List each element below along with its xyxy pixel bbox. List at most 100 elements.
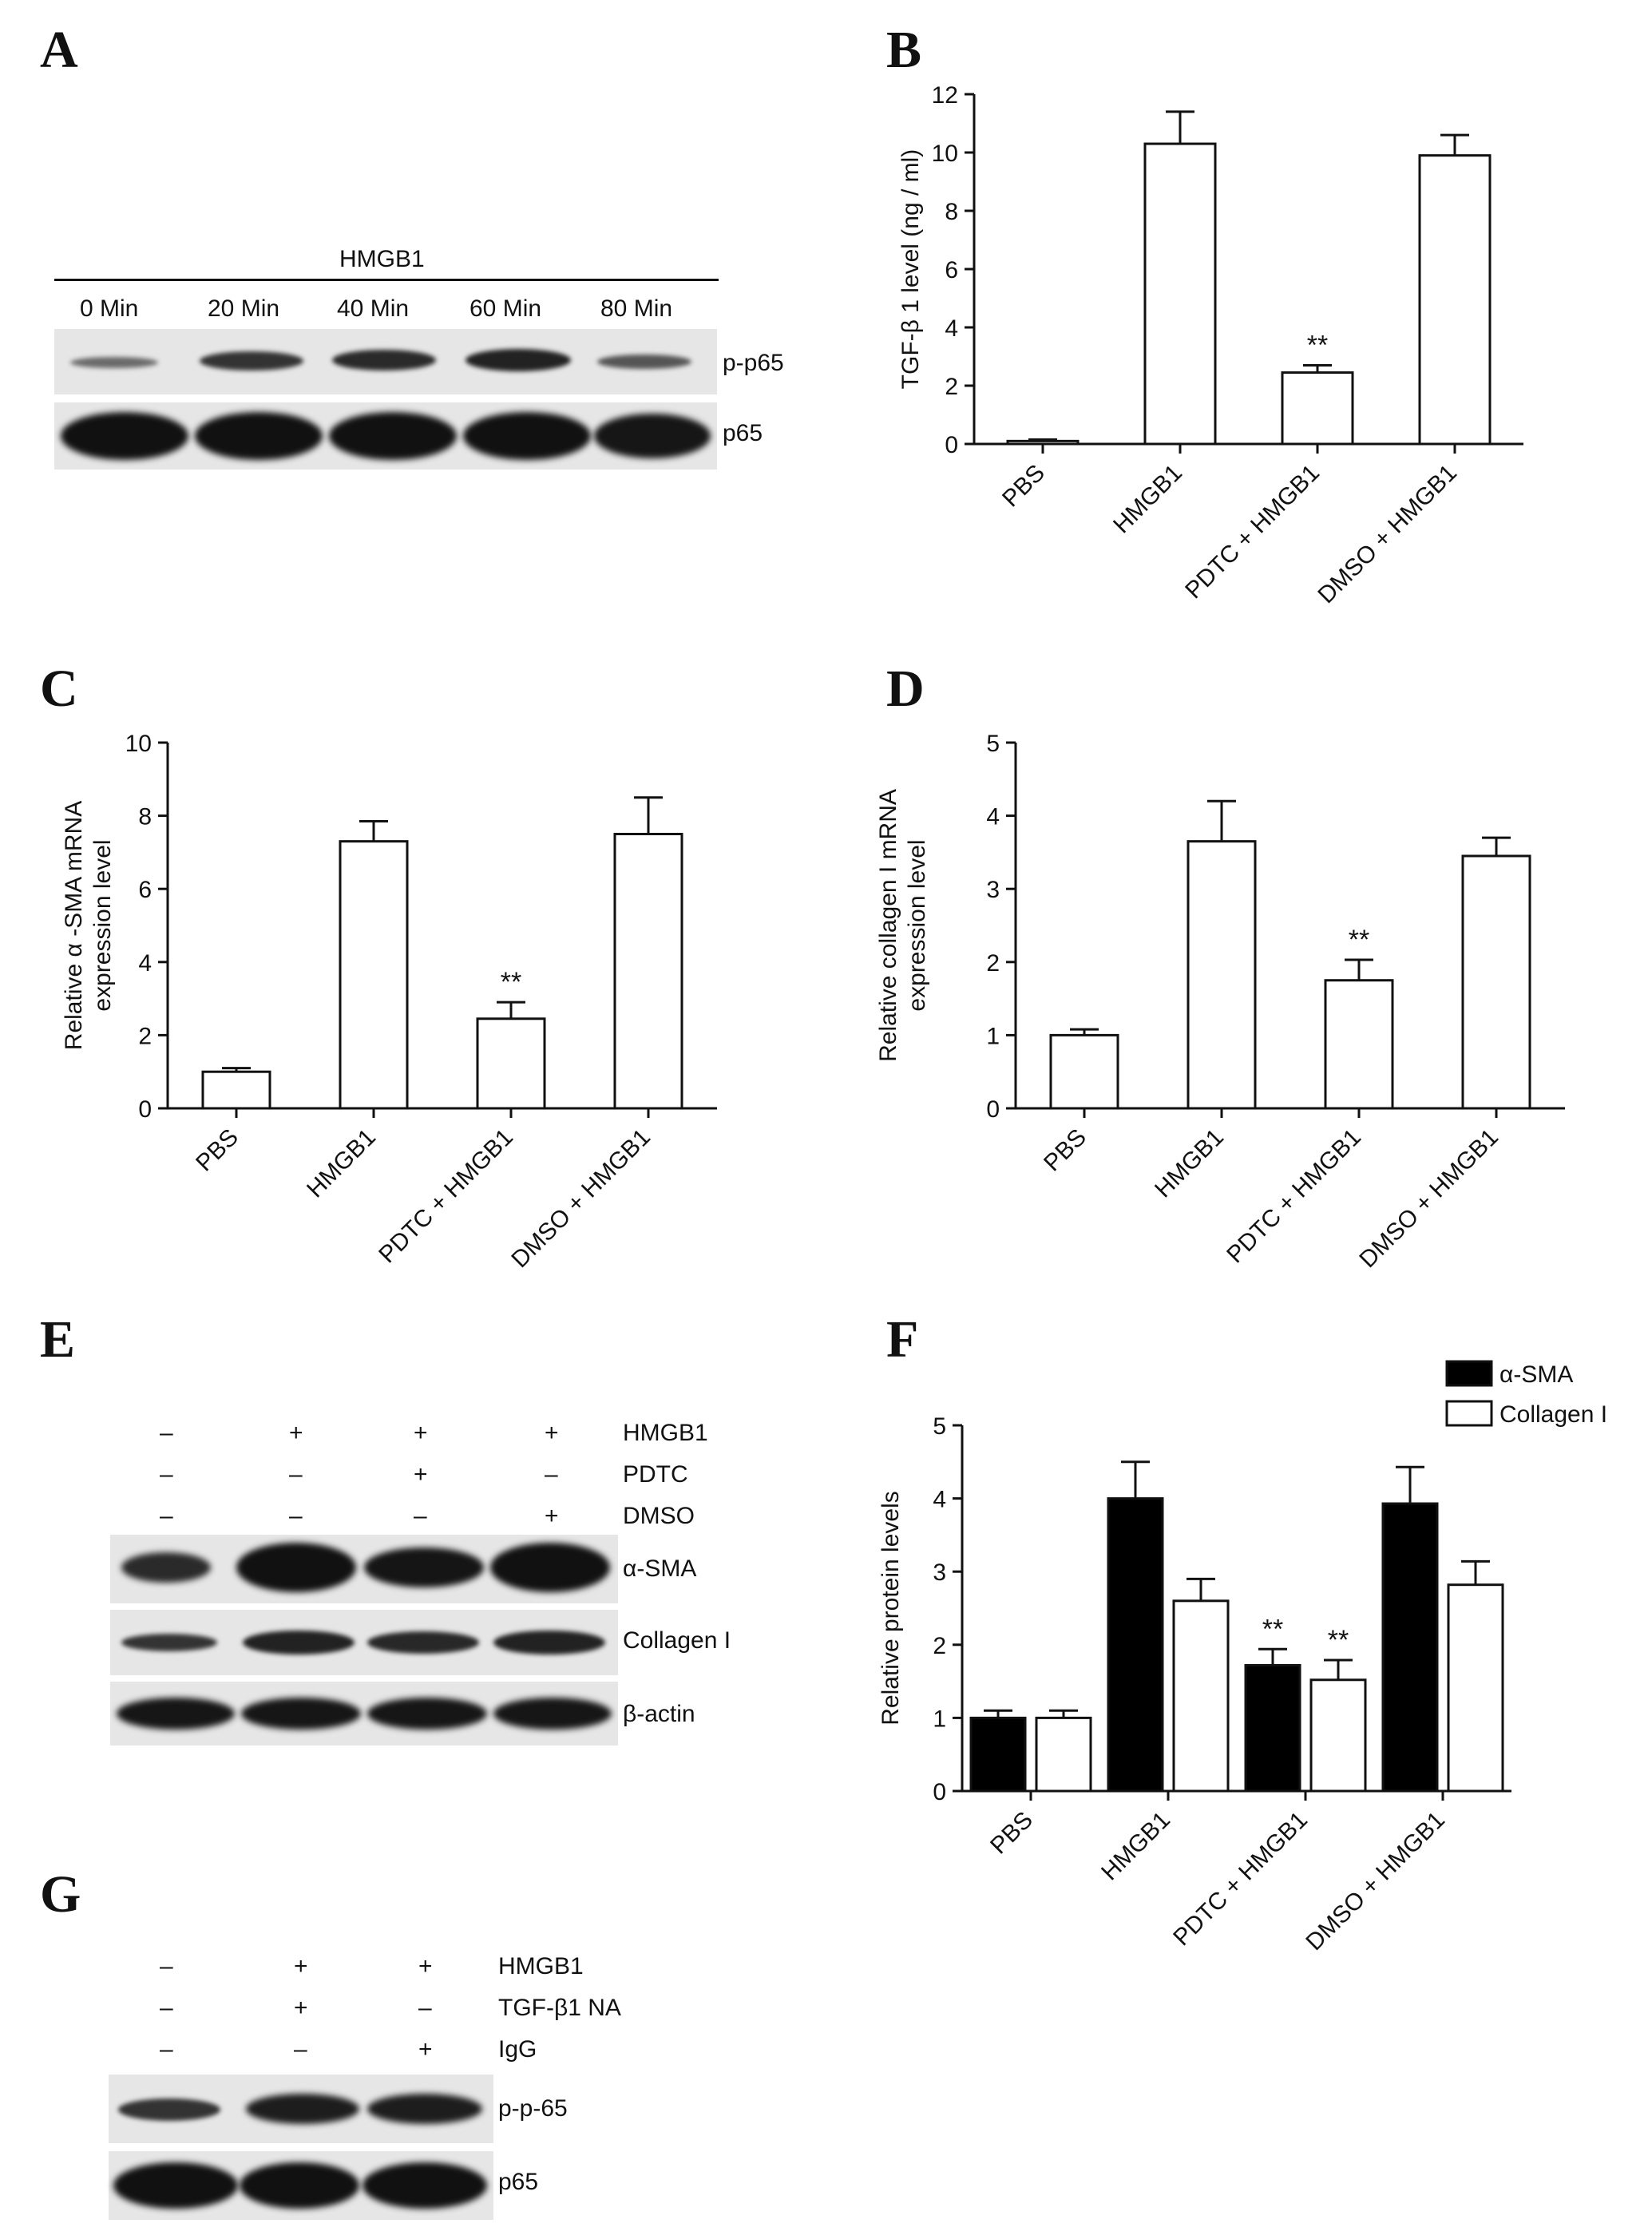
bar [1244, 1663, 1301, 1793]
time-label: 0 Min [80, 295, 139, 322]
x-tick-label: PDTC + HMGB1 [1222, 1124, 1366, 1269]
treatment-line [54, 279, 719, 281]
y-tick-label: 0 [986, 1096, 1000, 1123]
y-tick-label: 12 [932, 82, 958, 109]
y-tick-label: 10 [125, 731, 152, 757]
sign: – [160, 1461, 173, 1488]
x-tick-label: DMSO + HMGB1 [506, 1124, 656, 1274]
blot-strip-p-p65 [54, 329, 717, 394]
significance-marker: ** [1262, 1614, 1283, 1644]
sign: – [160, 1420, 173, 1446]
panel-label-b: B [886, 21, 922, 79]
y-tick-label: 5 [986, 731, 1000, 757]
bar [1187, 840, 1257, 1110]
bar [1418, 154, 1492, 446]
legend-label: α-SMA [1499, 1361, 1573, 1388]
sign: – [418, 1995, 432, 2021]
significance-marker: ** [1349, 925, 1369, 955]
panel-label-a: A [40, 21, 78, 79]
row-label-p-p-65: p-p-65 [498, 2095, 568, 2122]
x-tick-label: PDTC + HMGB1 [1168, 1807, 1313, 1952]
y-axis-label: expression level [89, 839, 116, 1011]
blot-band [241, 1698, 361, 1730]
panel-label-d: D [886, 660, 925, 718]
x-tick-label: PBS [191, 1124, 244, 1177]
panel-label-g: G [40, 1865, 81, 1924]
condition-label: TGF-β1 NA [498, 1995, 621, 2021]
blot-band [121, 1634, 217, 1651]
blot-band [594, 414, 711, 458]
blot-band [463, 412, 591, 460]
sign: + [414, 1461, 428, 1488]
bar [969, 1716, 1027, 1793]
sign: – [160, 1995, 173, 2021]
y-tick-label: 8 [138, 804, 152, 830]
row-label-p65-g: p65 [498, 2169, 539, 2195]
row-label-collagen: Collagen I [623, 1627, 731, 1654]
y-axis-label: expression level [904, 839, 930, 1011]
y-tick-label: 0 [138, 1096, 152, 1123]
y-axis-label: Relative collagen I mRNA [875, 789, 901, 1062]
y-tick-label: 4 [945, 315, 958, 342]
sign: + [545, 1503, 559, 1529]
bar [1143, 142, 1217, 446]
blot-strip-a-sma [110, 1535, 618, 1603]
row-label-b-actin: β-actin [623, 1701, 695, 1727]
bar [1447, 1583, 1504, 1793]
row-label-a-sma: α-SMA [623, 1555, 697, 1582]
blot-band [490, 1543, 610, 1592]
legend-label: Collagen I [1499, 1401, 1607, 1428]
bar [1281, 371, 1354, 446]
y-tick-label: 10 [932, 141, 958, 167]
row-label-p65: p65 [723, 420, 763, 446]
panel-label-f: F [886, 1310, 919, 1369]
bar [1006, 439, 1080, 446]
blot-band [465, 349, 571, 371]
condition-label: PDTC [623, 1461, 688, 1488]
blot-strip-p65 [54, 402, 717, 470]
y-tick-label: 8 [945, 199, 958, 225]
y-axis-label: TGF-β 1 level (ng / ml) [897, 149, 924, 390]
y-tick-label: 2 [986, 950, 1000, 977]
blot-strip-b-actin [110, 1682, 618, 1746]
blot-band [200, 351, 303, 371]
blot-band [236, 1543, 356, 1592]
bar [1324, 979, 1394, 1110]
x-tick-label: HMGB1 [302, 1124, 381, 1203]
sign: + [545, 1420, 559, 1446]
condition-label: HMGB1 [623, 1420, 708, 1446]
bar [1035, 1716, 1092, 1793]
blot-band [597, 355, 691, 369]
x-tick-label: HMGB1 [1096, 1807, 1175, 1886]
panel-label-e: E [40, 1310, 76, 1369]
blot-band [493, 1698, 612, 1730]
blot-band [246, 2094, 359, 2124]
time-label: 80 Min [600, 295, 673, 322]
x-tick-label: HMGB1 [1108, 460, 1187, 539]
bar [201, 1070, 271, 1110]
sign: + [289, 1420, 303, 1446]
blot-band [61, 412, 188, 460]
sign: + [294, 1995, 308, 2021]
row-label-p-p65: p-p65 [723, 350, 784, 376]
bar [1461, 854, 1531, 1110]
bar [476, 1017, 546, 1110]
bar [613, 833, 683, 1110]
x-tick-label: DMSO + HMGB1 [1313, 460, 1462, 609]
y-axis-label: Relative protein levels [878, 1491, 904, 1725]
blot-band [367, 1631, 479, 1654]
condition-label: IgG [498, 2036, 537, 2063]
sign: + [414, 1420, 428, 1446]
legend-swatch [1445, 1400, 1493, 1427]
significance-marker: ** [501, 967, 521, 997]
blot-band [364, 1547, 484, 1587]
y-tick-label: 3 [933, 1559, 946, 1586]
x-tick-label: PBS [985, 1807, 1038, 1860]
y-tick-label: 4 [933, 1487, 946, 1513]
y-tick-label: 2 [138, 1023, 152, 1049]
sign: – [289, 1503, 303, 1529]
blot-band [243, 1631, 355, 1654]
sign: + [418, 2036, 433, 2063]
y-tick-label: 5 [933, 1413, 946, 1440]
time-label: 40 Min [337, 295, 410, 322]
